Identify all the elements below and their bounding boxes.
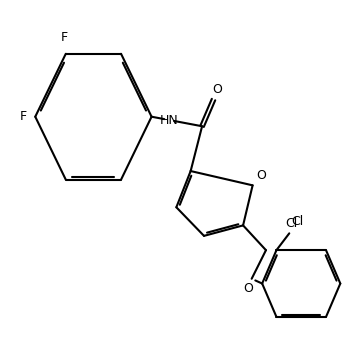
Text: O: O <box>243 282 253 295</box>
Text: Cl: Cl <box>291 215 303 228</box>
Text: F: F <box>61 31 68 44</box>
Text: HN: HN <box>160 114 178 127</box>
Text: Cl: Cl <box>286 217 298 230</box>
Text: O: O <box>212 83 222 96</box>
Text: O: O <box>256 169 266 182</box>
Text: F: F <box>20 110 27 123</box>
